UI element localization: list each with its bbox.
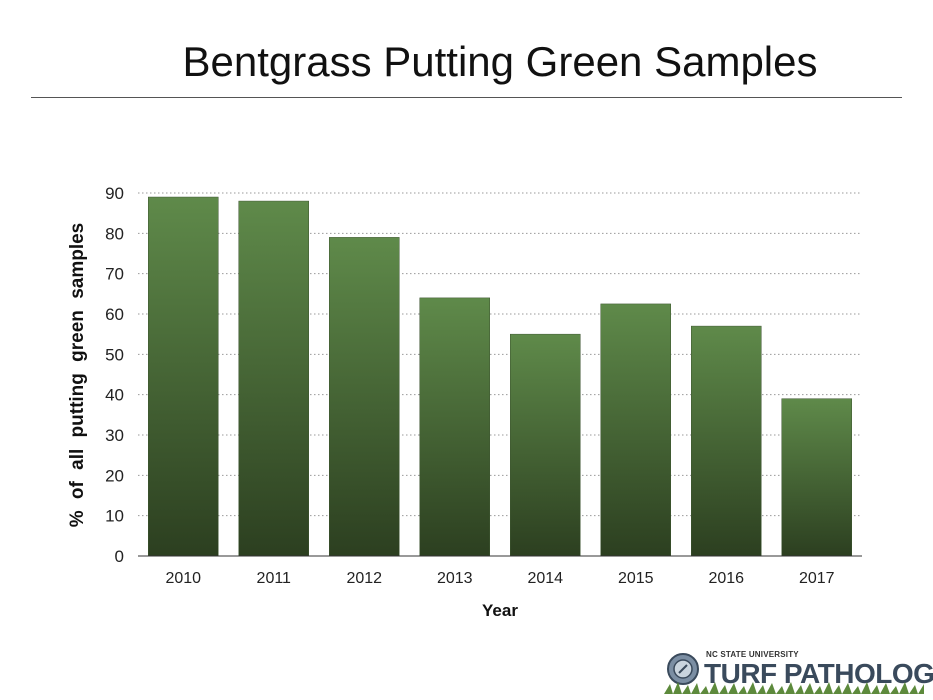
title-divider	[31, 97, 902, 98]
slide-title: Bentgrass Putting Green Samples	[182, 38, 818, 85]
y-tick-label: 40	[105, 386, 124, 405]
y-tick-label: 0	[115, 547, 124, 566]
bar-2014	[510, 333, 581, 557]
x-tick-label: 2012	[346, 570, 382, 587]
y-tick-label: 30	[105, 426, 124, 445]
bar-2016	[691, 325, 762, 557]
y-tick-label: 50	[105, 345, 124, 364]
bar-2017	[781, 398, 852, 557]
x-tick-label: 2017	[799, 570, 835, 587]
turf-pathology-logo: NC STATE UNIVERSITY TURF PATHOLOGY	[664, 646, 933, 696]
y-tick-label: 90	[105, 184, 124, 203]
axes: 0 10 20 30 40 50 60 70 80 90 2010 2011 2012 2013 2014 2…	[105, 184, 862, 587]
x-tick-label: 2010	[165, 570, 201, 587]
x-axis-title: Year	[482, 601, 518, 620]
magnifier-seal-icon	[667, 653, 699, 685]
grass-decoration-icon	[664, 682, 924, 694]
y-tick-label: 10	[105, 507, 124, 526]
y-axis-title: % of all putting green samples	[67, 223, 88, 528]
logo-university: NC STATE UNIVERSITY	[706, 650, 799, 659]
x-tick-label: 2015	[618, 570, 654, 587]
x-tick-label: 2013	[437, 570, 473, 587]
y-tick-label: 80	[105, 224, 124, 243]
x-tick-label: 2016	[708, 570, 744, 587]
bar-2012	[329, 237, 400, 557]
x-tick-label: 2011	[257, 570, 292, 587]
bar-2010	[148, 196, 219, 557]
x-tick-label: 2014	[527, 570, 563, 587]
bar-2015	[600, 303, 671, 557]
bar-2013	[419, 297, 490, 557]
y-tick-label: 60	[105, 305, 124, 324]
bars	[148, 196, 852, 557]
logo-name: TURF PATHOLOGY	[704, 658, 933, 689]
y-tick-label: 20	[105, 466, 124, 485]
y-tick-label: 70	[105, 265, 124, 284]
bar-2011	[238, 200, 309, 557]
